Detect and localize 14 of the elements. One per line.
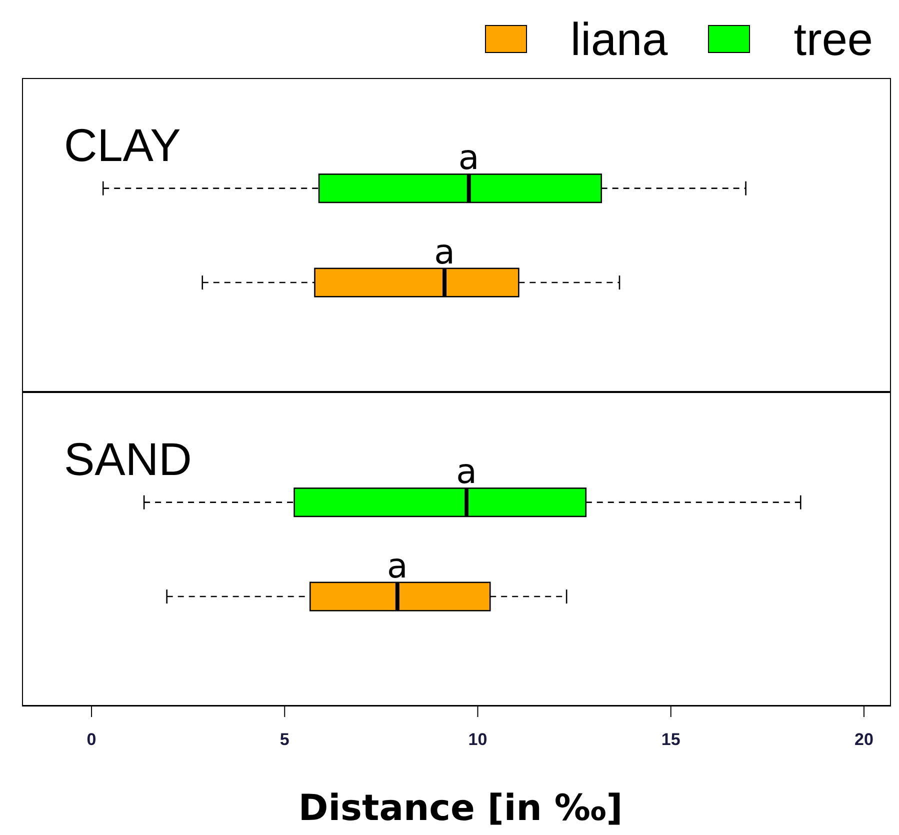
annotation: a bbox=[456, 452, 477, 492]
y-tick-label: CLAY bbox=[64, 119, 181, 171]
x-tick-label: 15 bbox=[661, 730, 680, 750]
x-tick-label: 0 bbox=[86, 730, 96, 750]
legend-label: liana bbox=[570, 13, 668, 65]
legend-label: tree bbox=[794, 13, 873, 65]
x-tick-label: 10 bbox=[468, 730, 488, 750]
x-tick-label: 20 bbox=[854, 730, 874, 750]
annotation: a bbox=[458, 138, 480, 178]
x-tick-label: 5 bbox=[280, 730, 290, 750]
y-tick-label: SAND bbox=[64, 433, 192, 485]
annotation: a bbox=[434, 232, 455, 272]
x-axis-title: Distance [in ‰] bbox=[297, 788, 624, 829]
annotation: a bbox=[386, 546, 408, 586]
